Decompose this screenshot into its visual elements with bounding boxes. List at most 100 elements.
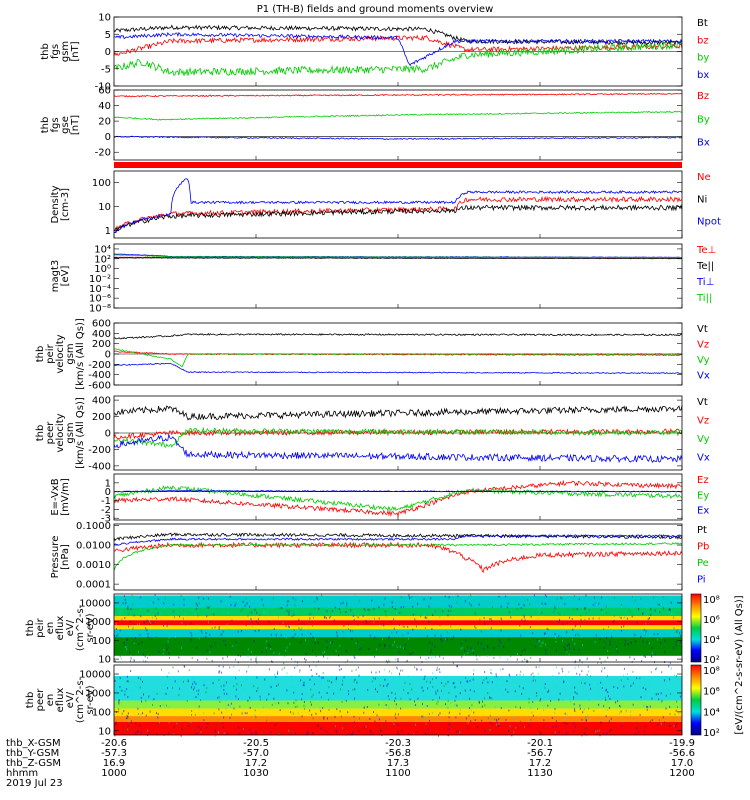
peer_spec-pixel [425,733,427,735]
efield-tick-label: -2 [101,505,111,516]
peer_spec-pixel [439,671,441,674]
peer_spec-pixel [333,692,335,695]
peir_spec-pixel [235,602,237,604]
peir_spec-pixel [288,613,290,616]
peer_spec-pixel [196,732,198,735]
peir_spec-pixel [388,635,390,638]
peer_spec-pixel [528,701,530,704]
peir_spec-pixel [506,606,508,609]
peir_spec-pixel [545,652,547,655]
peir_spec-pixel [635,599,636,602]
peir_spec-pixel [445,638,447,641]
peir_spec-pixel [132,625,134,628]
peer_spec-pixel [229,716,231,719]
peer_spec-pixel [512,678,514,681]
peir_spec-pixel [199,603,201,606]
peir_spec-pixel [291,658,292,661]
peer_spec-band [114,665,682,676]
peir_spec-pixel [190,632,192,634]
peir_spec-pixel [539,610,541,613]
peer_spec-pixel [165,692,167,695]
peer_spec-pixel [573,696,575,699]
peer_spec-pixel [490,668,492,671]
peir_spec-pixel [121,618,123,621]
peer_spec-pixel [370,731,372,734]
peer_spec-pixel [441,689,442,692]
peir_spec-pixel [266,646,268,649]
peer_spec-pixel [124,690,126,693]
peir_spec-pixel [191,634,193,637]
peir_vel-ylabel: thb peir velocity gsm [km/s (All Qs)] [35,318,86,390]
peir_spec-pixel [474,625,476,628]
peir_spec-pixel [495,632,497,634]
pressure-tick-label: 0.1000 [76,521,111,532]
peer_spec-pixel [384,724,386,727]
peir_spec-pixel [312,624,314,627]
ephem-value: 16.9 [103,758,125,769]
fgs_gse-ylabel: thb fgs gse [nT] [40,115,81,135]
peer_spec-pixel [315,712,317,715]
peer_spec-pixel [126,675,128,678]
peir_spec-pixel [214,626,216,629]
peer_spec-pixel [439,712,441,715]
density-legend-1: Ni [697,194,707,205]
peir_spec-pixel [367,608,369,611]
peir_spec-pixel [167,640,169,643]
peer_spec-pixel [295,699,297,702]
peer_spec-pixel [664,679,666,682]
density-legend-0: Ne [697,172,711,183]
peer_spec-pixel [543,719,545,722]
peir_spec-pixel [326,610,328,613]
peir_spec-pixel [555,636,556,639]
peer_spec-pixel [610,717,612,720]
peir_spec-pixel [333,619,335,622]
colorbar-label: [eV/(cm^2-s-sr-eV) (All Qs)] [734,595,745,734]
peer_vel-series-1 [113,427,683,440]
peir_spec-pixel [601,596,603,599]
peer_spec-pixel [489,721,491,724]
peir_spec-pixel [346,602,348,605]
peir_spec-pixel [651,655,653,658]
peir_spec-pixel [388,637,390,640]
peer_spec-pixel [676,700,678,703]
peir_spec-pixel [154,594,156,596]
peer_spec-pixel [487,692,489,694]
peer_spec-pixel [581,718,583,721]
peer_spec-pixel [157,713,159,716]
peir_spec-pixel [579,659,581,662]
peer_spec-pixel [179,687,181,690]
peir_spec-pixel [196,607,197,610]
peir_spec-pixel [338,654,340,657]
peer_spec-pixel [521,692,523,695]
peir_spec-pixel [145,660,147,663]
peir_spec-pixel [287,625,289,628]
colorbar-tick-label: 10⁴ [703,707,720,718]
peer_spec-pixel [409,698,411,701]
peir_spec-pixel [222,630,224,633]
peir_spec-pixel [404,643,406,646]
peir_spec-pixel [274,624,276,627]
peir_spec-pixel [353,619,355,621]
peir_spec-pixel [470,647,472,650]
peir_spec-pixel [303,623,305,626]
peir_spec-pixel [657,633,659,635]
peer_spec-pixel [124,693,126,696]
peer_spec-pixel [414,666,416,669]
peer_spec-pixel [331,698,332,701]
peir_spec-pixel [368,618,370,621]
peir_spec-pixel [179,615,180,618]
peir_spec-pixel [641,659,643,662]
peer_spec-pixel [384,678,386,681]
peer_spec-pixel [132,689,134,692]
peer_spec-pixel [547,704,549,707]
peer_spec-pixel [618,712,620,715]
peir_spec-pixel [210,645,212,648]
peir_spec-pixel [503,646,505,648]
peir_spec-pixel [342,630,344,633]
peir_spec-pixel [659,611,661,613]
peir_spec-pixel [157,612,159,615]
peir_spec-pixel [374,631,375,634]
ephem-value: -19.9 [669,738,695,749]
peer_spec-pixel [391,691,393,694]
peer_spec-pixel [341,683,343,686]
